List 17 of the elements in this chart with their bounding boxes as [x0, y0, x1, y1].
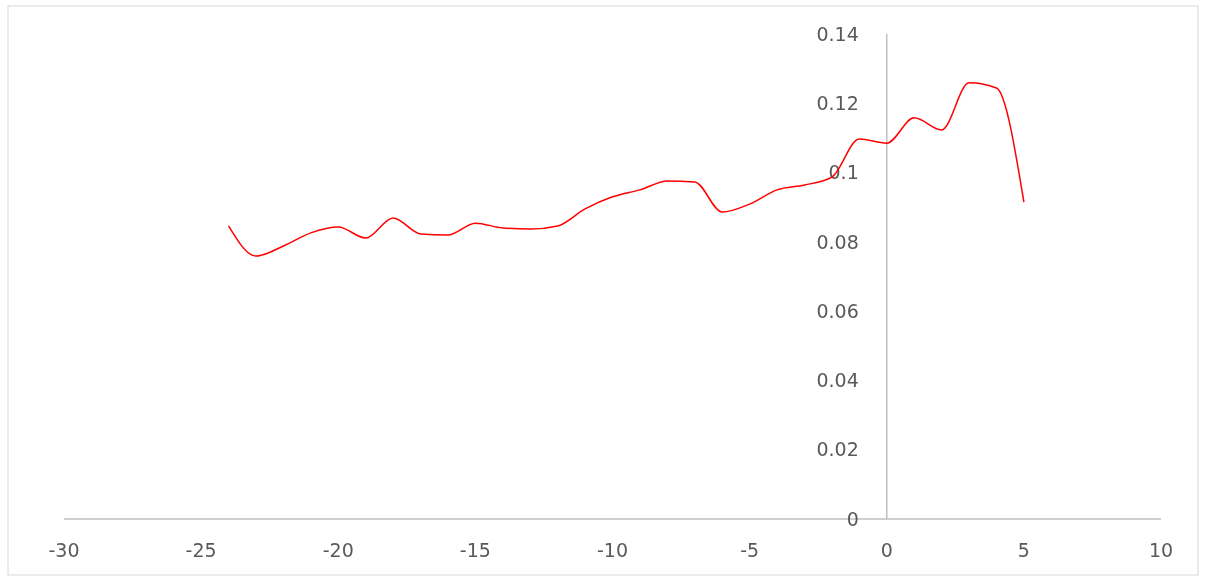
y-tick-label: 0 — [846, 507, 859, 530]
x-tick-label: 10 — [1148, 539, 1174, 561]
x-tick-label: -20 — [322, 539, 354, 561]
x-tick-label: -30 — [48, 539, 80, 561]
y-tick-label: 0.12 — [816, 91, 859, 114]
x-tick-label: 5 — [1017, 539, 1030, 561]
y-tick-label: 0.14 — [816, 22, 859, 45]
y-tick-label: 0.04 — [816, 369, 859, 392]
x-tick-label: 0 — [880, 539, 893, 561]
x-tick-label: -15 — [459, 539, 491, 561]
y-tick-label: 0.06 — [816, 299, 859, 322]
y-tick-label: 0.08 — [816, 230, 859, 253]
x-tick-label: -25 — [185, 539, 217, 561]
line-series — [227, 82, 1025, 257]
x-tick-label: -10 — [596, 539, 629, 561]
x-tick-label: -5 — [740, 539, 760, 561]
y-tick-label: 0.02 — [816, 438, 859, 461]
